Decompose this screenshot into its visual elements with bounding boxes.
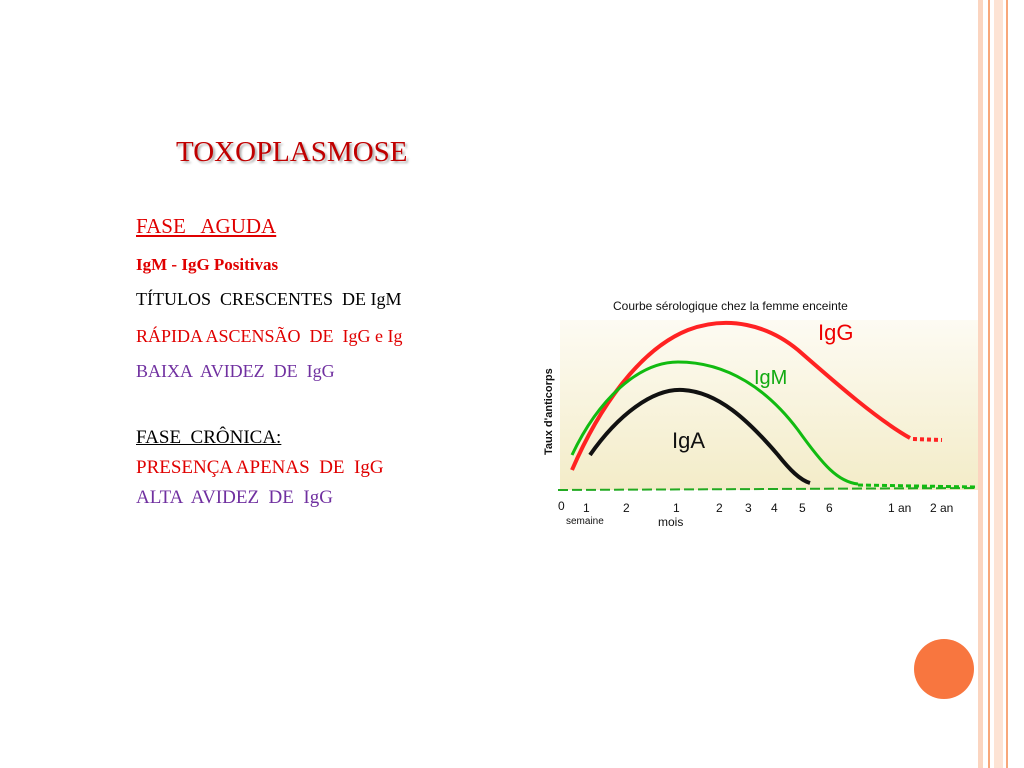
text-line: ALTA AVIDEZ DE IgG [136, 487, 333, 508]
text-line: BAIXA AVIDEZ DE IgG [136, 361, 335, 381]
figure-title: Courbe sérologique chez la femme enceint… [613, 299, 848, 313]
side-stripe [978, 0, 983, 768]
x-tick-label: 3 [745, 501, 752, 515]
x-tick-label: 2 [716, 501, 723, 515]
side-stripe [988, 0, 990, 768]
curve-label: IgG [818, 320, 853, 345]
igg-curve-tail [912, 437, 943, 442]
x-tick-label: 2 an [930, 501, 953, 515]
igm-curve [570, 360, 859, 486]
iga-curve [588, 387, 811, 485]
text-line: TÍTULOS CRESCENTES DE IgM [136, 289, 402, 309]
curve-label: IgA [672, 428, 705, 453]
slide-title: TOXOPLASMOSE [176, 136, 408, 168]
circle-ornament [914, 639, 974, 699]
x-tick-label: 1 an [888, 501, 911, 515]
side-stripe [1006, 0, 1008, 768]
section-heading: FASE CRÔNICA: [136, 427, 282, 448]
x-tick-label: 2 [623, 501, 630, 515]
text-line: PRESENÇA APENAS DE IgG [136, 457, 384, 478]
igm-curve-tail [857, 483, 977, 489]
x-tick-label: 0 [558, 499, 565, 513]
x-tick-label: 1 [583, 501, 590, 515]
x-tick-label: 6 [826, 501, 833, 515]
serology-figure: Courbe sérologique chez la femme enceint… [538, 290, 978, 540]
x-unit: mois [658, 515, 683, 529]
plot-area [560, 320, 978, 490]
x-tick-label: 5 [799, 501, 806, 515]
x-axis [557, 487, 978, 491]
x-unit: semaine [566, 516, 604, 527]
y-label: Taux d'anticorps [543, 368, 555, 455]
x-tick-label: 4 [771, 501, 778, 515]
x-tick-label: 1 [673, 501, 680, 515]
text-line: RÁPIDA ASCENSÃO DE IgG e Ig [136, 326, 403, 346]
section-heading: FASE AGUDA [136, 214, 277, 238]
text-line: IgM - IgG Positivas [136, 255, 279, 274]
side-stripe [994, 0, 1003, 768]
curve-label: IgM [754, 367, 787, 389]
